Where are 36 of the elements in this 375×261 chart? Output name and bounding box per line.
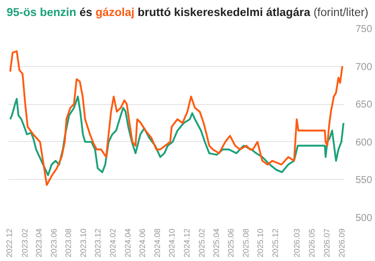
x-tick-label: 2025.08 [241,228,250,258]
x-tick-label: 2026.03 [292,228,302,258]
chart-title: bruttó kiskereskedelmi átlagára [138,7,310,19]
x-tick-label: 2023.10 [78,228,88,258]
x-tick-label: 2024.02 [108,228,118,258]
text: 95-ös benzin [6,7,76,19]
x-tick-label: 2024.06 [138,228,148,258]
x-tick-label: 2023.02 [20,228,30,258]
x-tick-label: 2023.06 [49,228,58,258]
line-series [9,96,344,176]
x-tick-label: 2025.12 [270,228,280,258]
x-tick-label: 2026.09 [337,228,346,258]
y-tick-label: 600 [356,137,373,148]
y-tick-label: 500 [356,213,373,224]
x-tick-label: 2023.12 [94,228,103,258]
chart-subtitle: (forint/liter) [313,7,368,19]
x-tick-label: 2023.04 [34,228,44,258]
x-tick-label: 2025.06 [226,228,236,258]
x-tick-label: 2023.08 [64,228,74,258]
x-tick-label: 2024.12 [182,228,192,258]
y-tick-label: 650 [356,100,373,111]
y-tick-label: 750 [356,24,373,35]
x-tick-label: 2026.07 [322,228,332,258]
y-tick-label: 700 [356,62,373,73]
x-tick-label: 2025.02 [197,228,206,258]
x-tick-label: 2026.05 [308,228,317,258]
x-tick-label: 2024.04 [123,228,132,258]
text: és [79,7,92,19]
x-tick-label: 2025.04 [212,228,221,258]
line-series [9,50,344,186]
x-tick-label: 2024.08 [152,228,162,258]
x-tick-label: 2024.10 [168,228,177,258]
x-tick-label: 2025.10 [256,228,266,258]
text: gázolaj [95,7,134,19]
x-tick-label: 2022.12 [5,228,14,258]
y-tick-label: 550 [356,175,373,186]
